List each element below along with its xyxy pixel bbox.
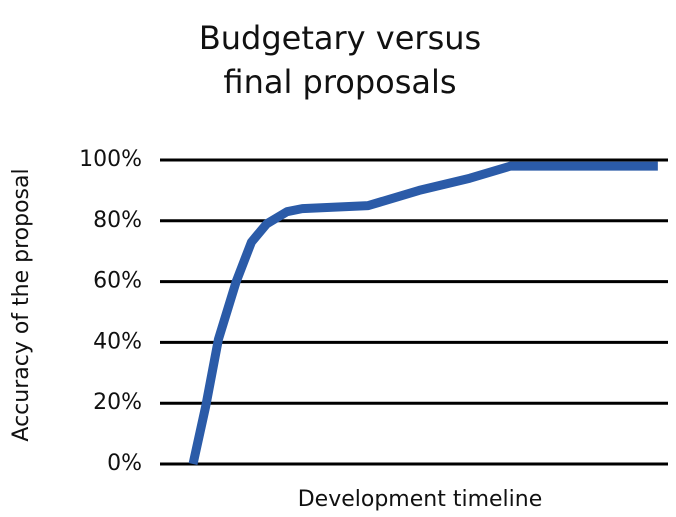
x-axis-label: Development timeline xyxy=(298,487,543,512)
y-tick-label: 80% xyxy=(93,208,142,233)
data-line xyxy=(188,161,658,465)
y-tick-label: 20% xyxy=(93,390,142,415)
y-tick-label: 60% xyxy=(93,269,142,294)
y-tick-label: 0% xyxy=(107,451,142,476)
y-tick-label: 100% xyxy=(79,147,142,172)
chart-title: final proposals xyxy=(223,63,456,101)
y-axis-label: Accuracy of the proposal xyxy=(9,168,34,441)
chart-title: Budgetary versus xyxy=(199,19,481,57)
y-tick-label: 40% xyxy=(93,329,142,354)
